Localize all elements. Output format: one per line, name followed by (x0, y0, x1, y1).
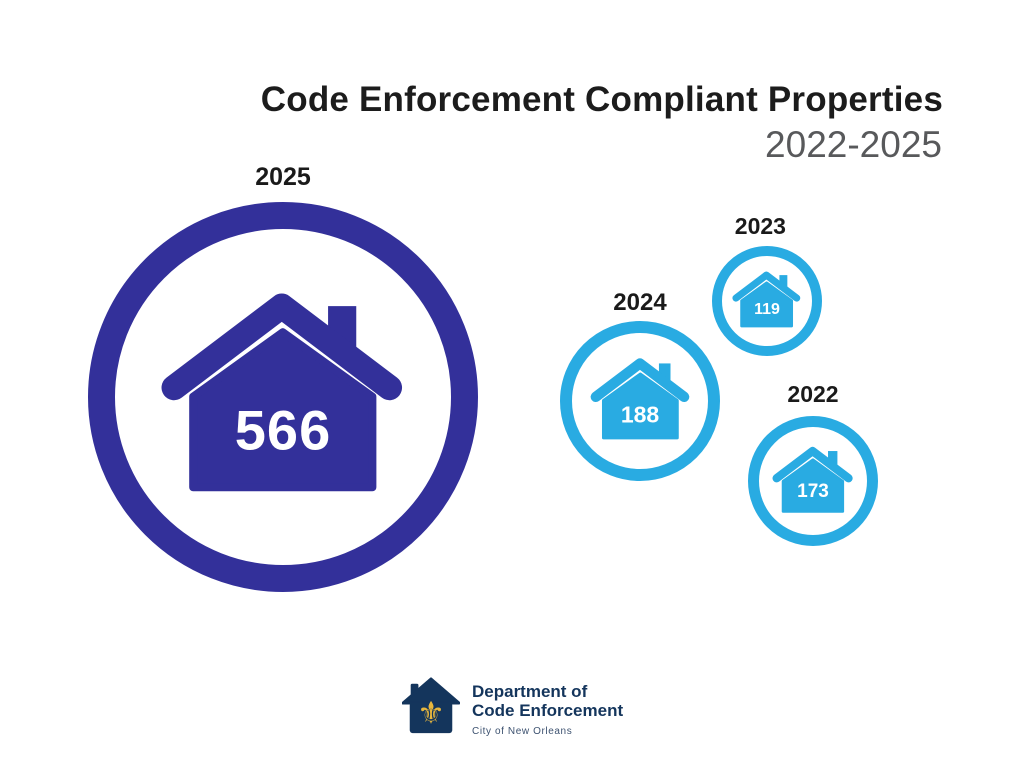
value-label-2022: 173 (797, 481, 829, 503)
fleur-de-lis-icon: ⚜ (417, 695, 445, 732)
value-label-2024: 188 (620, 401, 660, 428)
page-title: Code Enforcement Compliant Properties (260, 80, 943, 119)
value-label-2023: 119 (754, 301, 780, 319)
year-label-2022: 2022 (787, 381, 839, 407)
year-label-2024: 2024 (613, 289, 667, 316)
org-city-label: City of New Orleans (472, 726, 573, 737)
circle-ring-2023 (712, 246, 822, 356)
org-name-line1: Department of (472, 682, 588, 701)
logo-house-icon: ⚜ (402, 676, 460, 736)
house-icon (590, 356, 692, 441)
circle-ring-2022 (748, 416, 878, 546)
house-icon (732, 270, 802, 328)
bubble-2022: 2022 173 (748, 381, 878, 546)
bubble-2024: 2024 188 (560, 289, 720, 481)
page-subtitle: 2022-2025 (765, 124, 942, 165)
department-logo: ⚜ Department of Code Enforcement City of… (402, 676, 623, 737)
value-label-2025: 566 (234, 398, 332, 462)
year-label-2023: 2023 (734, 213, 786, 239)
bubble-2025: 2025 566 (88, 163, 478, 592)
org-name-line2: Code Enforcement (472, 701, 624, 720)
org-text-block: Department of Code Enforcement City of N… (472, 676, 623, 737)
year-label-2025: 2025 (255, 163, 311, 191)
bubble-2023: 2023 119 (712, 213, 822, 356)
house-icon (160, 288, 410, 494)
